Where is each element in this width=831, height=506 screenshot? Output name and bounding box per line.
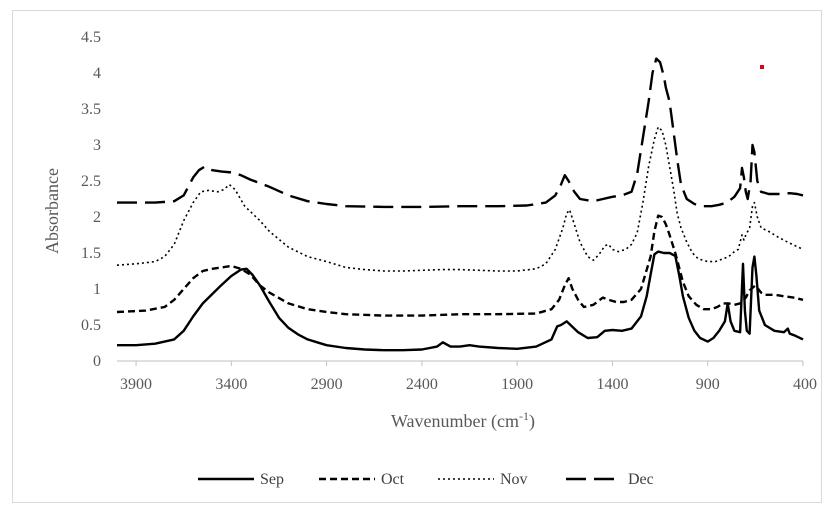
x-axis-title-sup: -1 bbox=[519, 409, 529, 423]
x-axis-ticks: 3900 3400 2900 2400 1900 1400 900 400 bbox=[120, 361, 817, 393]
series-line-nov bbox=[116, 126, 804, 272]
x-tick-label: 400 bbox=[793, 376, 817, 393]
chart: 0 0.5 1 1.5 2 2.5 3 3.5 4 4.5 3900 3400 2900 2400 190… bbox=[42, 29, 817, 488]
legend-label-oct: Oct bbox=[381, 471, 405, 488]
legend-label-dec: Dec bbox=[628, 471, 654, 488]
x-tick-label: 1900 bbox=[501, 376, 533, 393]
y-tick-label: 3 bbox=[93, 137, 101, 154]
y-tick-label: 0 bbox=[93, 353, 101, 370]
y-tick-label: 2.5 bbox=[81, 173, 101, 190]
x-tick-label: 3900 bbox=[120, 376, 152, 393]
y-tick-label: 4 bbox=[93, 65, 101, 82]
x-axis-title: Wavenumber (cm-1) bbox=[391, 409, 535, 432]
y-tick-label: 3.5 bbox=[81, 101, 101, 118]
x-tick-label: 900 bbox=[696, 376, 720, 393]
series-line-dec bbox=[117, 57, 804, 209]
y-axis-title: Absorbance bbox=[42, 168, 62, 254]
x-tick-label: 1400 bbox=[596, 376, 628, 393]
x-axis-title-main: Wavenumber (cm bbox=[391, 411, 519, 432]
series-line-oct bbox=[116, 214, 804, 317]
series-line-sep bbox=[117, 250, 804, 352]
y-tick-label: 4.5 bbox=[81, 29, 101, 46]
x-tick-label: 3400 bbox=[215, 376, 247, 393]
y-tick-label: 0.5 bbox=[81, 317, 101, 334]
y-tick-label: 2 bbox=[93, 209, 101, 226]
x-tick-label: 2400 bbox=[406, 376, 438, 393]
series-layer bbox=[116, 57, 804, 352]
legend-label-sep: Sep bbox=[260, 471, 284, 488]
x-axis-title-close: ) bbox=[529, 411, 535, 432]
y-tick-label: 1.5 bbox=[81, 245, 101, 262]
red-marker bbox=[760, 65, 764, 69]
legend-label-nov: Nov bbox=[500, 471, 528, 488]
chart-frame: 0 0.5 1 1.5 2 2.5 3 3.5 4 4.5 3900 3400 2900 2400 190… bbox=[12, 10, 822, 503]
y-tick-label: 1 bbox=[93, 281, 101, 298]
y-axis-ticks: 0 0.5 1 1.5 2 2.5 3 3.5 4 4.5 bbox=[81, 29, 101, 370]
legend: Sep Oct Nov Dec bbox=[198, 471, 654, 488]
x-tick-label: 2900 bbox=[311, 376, 343, 393]
